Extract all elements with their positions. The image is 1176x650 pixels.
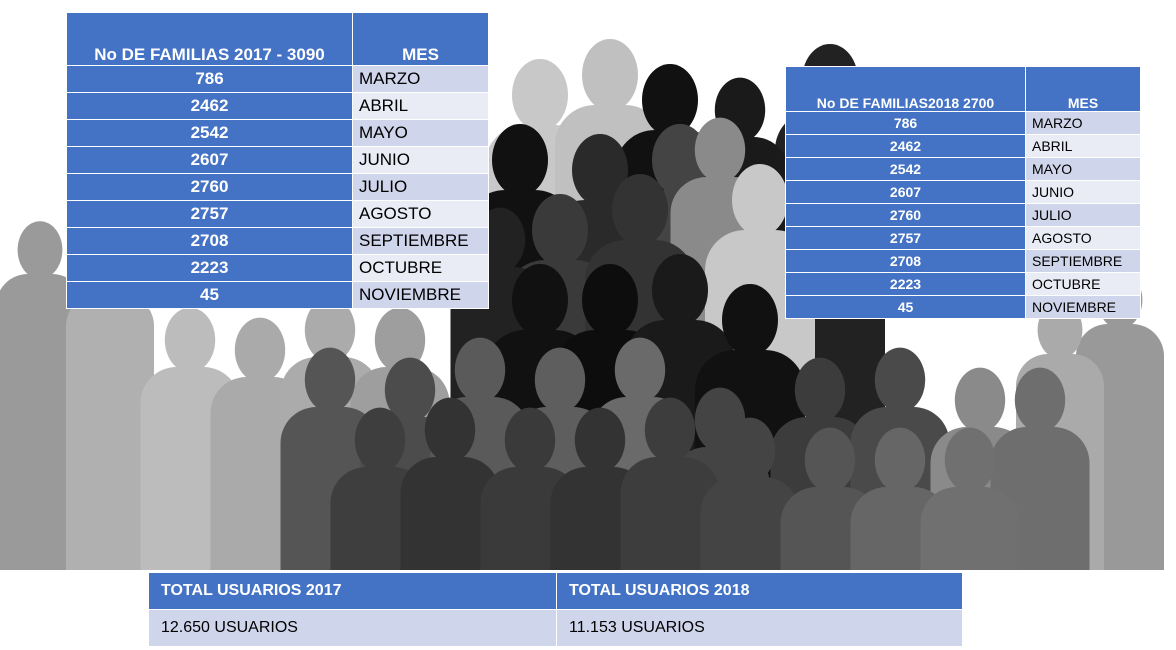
cell: 2757	[66, 200, 353, 228]
data-row: 45 NOVIEMBRE	[66, 281, 489, 309]
data-row: 2462 ABRIL	[66, 92, 489, 120]
header-cell: MES	[1025, 66, 1141, 112]
cell: ABRIL	[352, 92, 489, 120]
cell: SEPTIEMBRE	[352, 227, 489, 255]
header-row: TOTAL USUARIOS 2017 TOTAL USUARIOS 2018	[148, 572, 963, 610]
cell: NOVIEMBRE	[352, 281, 489, 309]
cell: MAYO	[1025, 157, 1141, 181]
cell: 2760	[785, 203, 1026, 227]
cell: 45	[66, 281, 353, 309]
header-cell: No DE FAMILIAS 2017 - 3090	[66, 12, 353, 66]
cell: JUNIO	[352, 146, 489, 174]
data-row: 2757 AGOSTO	[785, 226, 1141, 250]
data-row: 2223 OCTUBRE	[66, 254, 489, 282]
cell: 2542	[66, 119, 353, 147]
cell: NOVIEMBRE	[1025, 295, 1141, 319]
cell: 2462	[785, 134, 1026, 158]
cell: 11.153 USUARIOS	[556, 609, 963, 647]
cell: 786	[66, 65, 353, 93]
cell: MARZO	[352, 65, 489, 93]
cell: OCTUBRE	[352, 254, 489, 282]
cell: 2223	[66, 254, 353, 282]
data-row: 45 NOVIEMBRE	[785, 295, 1141, 319]
cell: 2757	[785, 226, 1026, 250]
cell: 786	[785, 111, 1026, 135]
data-row: 2223 OCTUBRE	[785, 272, 1141, 296]
cell: 2607	[785, 180, 1026, 204]
data-row: 2462 ABRIL	[785, 134, 1141, 158]
cell: 2223	[785, 272, 1026, 296]
silhouette	[400, 397, 500, 606]
data-row: 2708 SEPTIEMBRE	[66, 227, 489, 255]
data-row: 786 MARZO	[785, 111, 1141, 135]
data-row: 2542 MAYO	[66, 119, 489, 147]
cell: 12.650 USUARIOS	[148, 609, 557, 647]
cell: 2708	[785, 249, 1026, 273]
cell: 2607	[66, 146, 353, 174]
data-row: 2757 AGOSTO	[66, 200, 489, 228]
cell: 2760	[66, 173, 353, 201]
silhouette	[0, 221, 84, 602]
data-row: 2760 JULIO	[785, 203, 1141, 227]
table-2017: No DE FAMILIAS 2017 - 3090 MES 786 MARZO 246…	[66, 12, 489, 309]
cell: SEPTIEMBRE	[1025, 249, 1141, 273]
header-cell: TOTAL USUARIOS 2018	[556, 572, 963, 610]
header-cell: MES	[352, 12, 489, 66]
table-2018: No DE FAMILIAS2018 2700 MES 786 MARZO 2462 AB…	[785, 66, 1141, 319]
data-row: 2542 MAYO	[785, 157, 1141, 181]
header-cell: TOTAL USUARIOS 2017	[148, 572, 557, 610]
cell: AGOSTO	[1025, 226, 1141, 250]
header-cell: No DE FAMILIAS2018 2700	[785, 66, 1026, 112]
cell: JULIO	[352, 173, 489, 201]
cell: 2542	[785, 157, 1026, 181]
cell: MARZO	[1025, 111, 1141, 135]
cell: 45	[785, 295, 1026, 319]
data-row: 2708 SEPTIEMBRE	[785, 249, 1141, 273]
header-row: No DE FAMILIAS2018 2700 MES	[785, 66, 1141, 112]
cell: AGOSTO	[352, 200, 489, 228]
data-row: 786 MARZO	[66, 65, 489, 93]
cell: MAYO	[352, 119, 489, 147]
cell: 2708	[66, 227, 353, 255]
totals-table: TOTAL USUARIOS 2017 TOTAL USUARIOS 2018 12…	[148, 572, 963, 647]
cell: OCTUBRE	[1025, 272, 1141, 296]
data-row: 2760 JULIO	[66, 173, 489, 201]
data-row: 12.650 USUARIOS 11.153 USUARIOS	[148, 609, 963, 647]
header-row: No DE FAMILIAS 2017 - 3090 MES	[66, 12, 489, 66]
data-row: 2607 JUNIO	[66, 146, 489, 174]
cell: JUNIO	[1025, 180, 1141, 204]
cell: JULIO	[1025, 203, 1141, 227]
cell: ABRIL	[1025, 134, 1141, 158]
cell: 2462	[66, 92, 353, 120]
data-row: 2607 JUNIO	[785, 180, 1141, 204]
silhouette	[620, 397, 720, 606]
